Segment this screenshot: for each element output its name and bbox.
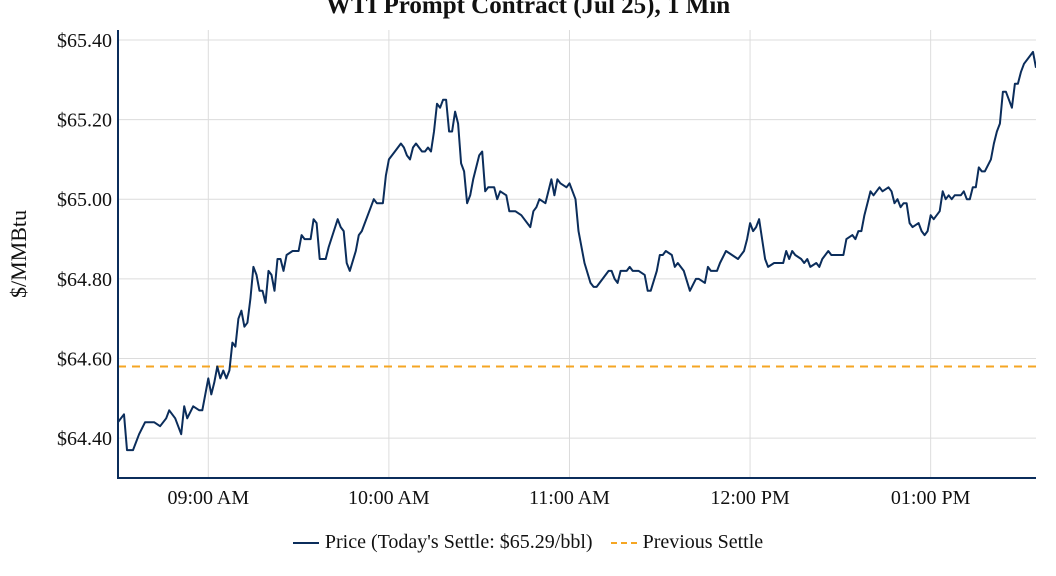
x-tick-label: 01:00 PM bbox=[891, 487, 971, 509]
legend-swatch-price bbox=[292, 541, 319, 544]
y-tick-label: $65.00 bbox=[57, 189, 112, 211]
x-tick-label: 12:00 PM bbox=[710, 487, 790, 509]
y-axis-label: $/MMBtu bbox=[6, 210, 31, 298]
chart-title: WTI Prompt Contract (Jul 25), 1 Min bbox=[325, 0, 731, 19]
y-tick-label: $64.80 bbox=[57, 269, 112, 291]
y-tick-label: $65.40 bbox=[57, 30, 112, 52]
legend: Price (Today's Settle: $65.29/bbl) Previ… bbox=[0, 531, 1056, 554]
gridlines bbox=[118, 30, 1036, 478]
y-tick-label: $65.20 bbox=[57, 110, 112, 132]
x-tick-label: 09:00 AM bbox=[167, 487, 249, 509]
x-tick-label: 11:00 AM bbox=[529, 487, 610, 509]
price-line bbox=[118, 50, 1036, 452]
x-tick-label: 10:00 AM bbox=[348, 487, 430, 509]
legend-swatch-previous-settle bbox=[610, 541, 637, 544]
legend-item-price[interactable]: Price (Today's Settle: $65.29/bbl) bbox=[292, 531, 593, 554]
y-tick-label: $64.60 bbox=[57, 349, 112, 371]
tick-labels: $64.40 $64.60 $64.80 $65.00 $65.20 $65.40 09:0… bbox=[57, 30, 971, 509]
legend-label-previous-settle: Previous Settle bbox=[642, 531, 764, 553]
legend-label-price: Price (Today's Settle: $65.29/bbl) bbox=[324, 531, 593, 553]
y-tick-label: $64.40 bbox=[57, 428, 112, 450]
legend-item-previous-settle[interactable]: Previous Settle bbox=[610, 531, 764, 554]
